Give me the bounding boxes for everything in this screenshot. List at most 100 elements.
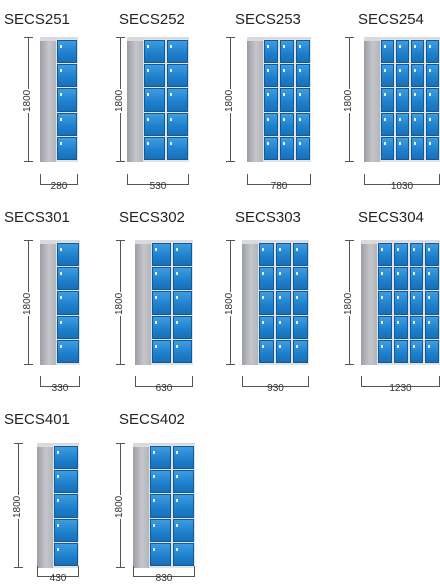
locker-column — [377, 242, 393, 365]
cabinet-side-panel — [127, 37, 144, 162]
dimension-line — [37, 576, 79, 577]
dimension-cap — [116, 364, 125, 365]
cabinet-side-panel — [133, 443, 150, 568]
lock-icon — [176, 320, 178, 324]
height-label: 1800 — [343, 88, 354, 113]
lock-icon — [384, 141, 386, 145]
dimension-cap — [116, 161, 125, 162]
width-dimension — [37, 566, 79, 582]
lock-icon — [153, 475, 155, 479]
locker-door — [276, 339, 291, 363]
lock-icon — [60, 117, 62, 121]
dimension-cap — [308, 376, 309, 387]
lock-icon — [299, 93, 301, 97]
lock-icon — [429, 141, 431, 145]
lock-icon — [60, 272, 62, 276]
lock-icon — [381, 296, 383, 300]
locker-door — [54, 470, 78, 494]
lock-icon — [176, 451, 178, 454]
locker-door — [150, 542, 171, 566]
lock-icon — [384, 69, 386, 73]
lock-icon — [384, 93, 386, 97]
dimension-cap — [242, 376, 243, 387]
dimension-cap — [194, 566, 195, 577]
locker-door — [296, 40, 310, 64]
cabinet-side-panel — [40, 240, 57, 365]
cabinet-side-panel — [242, 240, 259, 365]
locker-cabinet — [40, 37, 78, 162]
locker-door — [293, 243, 308, 267]
lock-icon — [414, 69, 416, 73]
locker-door — [381, 88, 394, 112]
locker-door — [173, 267, 192, 291]
locker-cabinet — [247, 37, 311, 162]
lock-icon — [60, 320, 62, 324]
height-label: 1800 — [114, 494, 125, 519]
locker-door — [411, 136, 424, 160]
dimension-cap — [127, 174, 128, 185]
locker-door — [411, 88, 424, 112]
lock-icon — [57, 451, 59, 454]
lock-icon — [384, 45, 386, 48]
locker-door — [409, 267, 424, 291]
height-label: 1800 — [224, 291, 235, 316]
locker-door — [264, 136, 278, 160]
locker-column — [292, 242, 309, 365]
locker-door — [396, 136, 409, 160]
lock-icon — [384, 117, 386, 121]
locker-door — [173, 243, 192, 267]
lock-icon — [396, 272, 399, 276]
locker-door — [150, 494, 171, 518]
lock-icon — [170, 45, 172, 48]
locker-door — [293, 291, 308, 315]
cabinet-front — [258, 242, 309, 365]
dimension-cap — [24, 364, 33, 365]
lock-icon — [147, 141, 149, 145]
lock-icon — [279, 344, 281, 348]
width-dimension — [135, 376, 193, 392]
dimension-cap — [24, 240, 33, 241]
cabinet-front — [263, 39, 311, 162]
locker-door — [426, 88, 439, 112]
locker-door — [280, 88, 294, 112]
lock-icon — [429, 69, 431, 73]
locker-cabinet — [40, 240, 80, 365]
dimension-cap — [345, 240, 354, 241]
cabinet-front — [56, 39, 78, 162]
lock-icon — [399, 117, 401, 121]
dimension-cap — [78, 566, 79, 577]
lock-icon — [170, 117, 172, 121]
lock-icon — [412, 296, 415, 300]
dimension-cap — [188, 174, 189, 185]
locker-door — [280, 112, 294, 136]
locker-door — [276, 243, 291, 267]
locker-door — [426, 112, 439, 136]
lock-icon — [283, 117, 285, 121]
dimension-line — [127, 184, 189, 185]
lock-icon — [147, 93, 149, 97]
model-label: SECS303 — [235, 209, 301, 226]
locker-door — [57, 88, 77, 112]
lock-icon — [176, 523, 178, 527]
locker-door — [378, 339, 392, 363]
width-label: 1230 — [389, 383, 412, 394]
locker-column — [279, 39, 295, 162]
height-label: 1800 — [114, 291, 125, 316]
lock-icon — [155, 296, 157, 300]
lock-icon — [396, 248, 399, 251]
lock-icon — [262, 248, 264, 251]
height-label: 1800 — [114, 88, 125, 113]
locker-cabinet — [37, 443, 79, 568]
lock-icon — [396, 320, 399, 324]
locker-door — [396, 112, 409, 136]
lock-icon — [381, 344, 383, 348]
locker-door — [381, 40, 394, 64]
dimension-cap — [226, 37, 235, 38]
locker-door — [409, 315, 424, 339]
lock-icon — [396, 344, 399, 348]
locker-door — [381, 136, 394, 160]
lock-icon — [57, 523, 59, 527]
locker-door — [425, 315, 439, 339]
locker-column — [151, 242, 172, 365]
locker-door — [144, 88, 165, 112]
